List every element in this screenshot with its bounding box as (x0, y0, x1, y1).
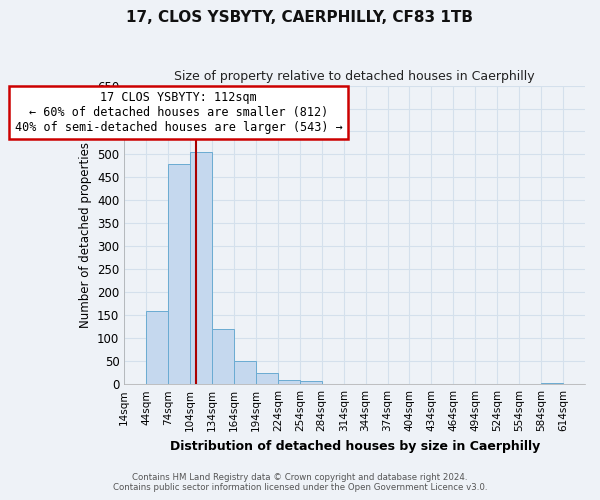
Bar (168, 164, 190, 384)
Bar (146, 310, 168, 384)
Text: 17, CLOS YSBYTY, CAERPHILLY, CF83 1TB: 17, CLOS YSBYTY, CAERPHILLY, CF83 1TB (127, 10, 473, 25)
Bar (278, 380, 300, 384)
Bar (541, 383, 563, 384)
Text: Contains HM Land Registry data © Crown copyright and database right 2024.
Contai: Contains HM Land Registry data © Crown c… (113, 473, 487, 492)
Bar (234, 361, 256, 384)
Bar (190, 152, 212, 384)
X-axis label: Distribution of detached houses by size in Caerphilly: Distribution of detached houses by size … (170, 440, 540, 452)
Text: 17 CLOS YSBYTY: 112sqm
← 60% of detached houses are smaller (812)
40% of semi-de: 17 CLOS YSBYTY: 112sqm ← 60% of detached… (14, 91, 342, 134)
Y-axis label: Number of detached properties: Number of detached properties (79, 142, 92, 328)
Bar (300, 381, 322, 384)
Title: Size of property relative to detached houses in Caerphilly: Size of property relative to detached ho… (175, 70, 535, 83)
Bar (256, 372, 278, 384)
Bar (212, 329, 234, 384)
